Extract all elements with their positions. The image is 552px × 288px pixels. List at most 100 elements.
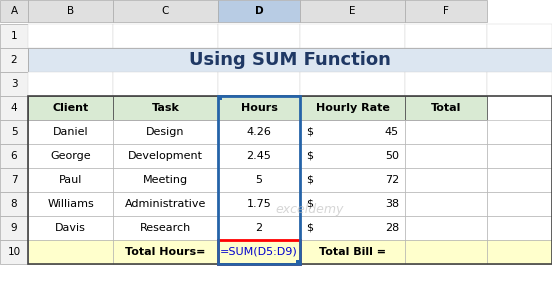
Text: 10: 10 [7,247,20,257]
Text: Design: Design [146,127,185,137]
Bar [0,192,28,216]
Bar [113,216,218,240]
Text: 7: 7 [10,175,17,185]
Text: 4: 4 [10,103,17,113]
Bar [218,96,222,100]
Bar [218,144,300,168]
Bar [0,96,28,120]
Bar [113,120,218,144]
Bar [405,0,487,22]
Bar [487,72,552,96]
Text: Using SUM Function: Using SUM Function [189,51,391,69]
Bar [28,24,113,48]
Bar [28,120,113,144]
Bar [405,96,487,120]
Text: $: $ [306,127,313,137]
Text: Research: Research [140,223,191,233]
Bar [0,144,28,168]
Bar [405,216,487,240]
Text: Administrative: Administrative [125,199,206,209]
Text: 9: 9 [10,223,17,233]
Bar [28,216,113,240]
Text: 1.75: 1.75 [247,199,272,209]
Bar [28,168,113,192]
Bar [487,240,552,264]
Bar [296,260,300,264]
Text: $: $ [306,199,313,209]
Text: A: A [10,6,18,16]
Bar [300,240,405,264]
Bar [300,216,405,240]
Text: 2.45: 2.45 [247,151,272,161]
Bar [0,216,28,240]
Text: George: George [50,151,91,161]
Text: C: C [162,6,169,16]
Text: 8: 8 [10,199,17,209]
Text: 4.26: 4.26 [247,127,272,137]
Text: 45: 45 [385,127,399,137]
Bar [300,192,405,216]
Bar [113,0,218,22]
Text: D: D [254,6,263,16]
Bar [113,168,218,192]
Bar [28,192,113,216]
Text: 2: 2 [10,55,17,65]
Bar [405,168,487,192]
Bar [218,96,300,264]
Text: Task: Task [152,103,179,113]
Text: Hours: Hours [241,103,278,113]
Text: 72: 72 [385,175,399,185]
Bar [113,144,218,168]
Bar [218,96,300,120]
Bar [218,192,300,216]
Text: 2: 2 [256,223,263,233]
Bar [487,192,552,216]
Bar [0,120,28,144]
Bar [0,168,28,192]
Bar [300,144,405,168]
Bar [28,96,113,120]
Text: 5: 5 [10,127,17,137]
Bar [487,168,552,192]
Text: Hourly Rate: Hourly Rate [316,103,390,113]
Bar [113,240,218,264]
Bar [405,72,487,96]
Text: $: $ [306,223,313,233]
Bar [0,24,28,48]
Bar [300,168,405,192]
Bar [28,0,113,22]
Bar [28,72,113,96]
Text: E: E [349,6,355,16]
Bar [0,240,28,264]
Bar [0,0,28,22]
Text: Development: Development [128,151,203,161]
Bar [218,168,300,192]
Text: Meeting: Meeting [143,175,188,185]
Text: =SUM(D5:D9): =SUM(D5:D9) [220,247,298,257]
Bar [300,24,405,48]
Bar [113,72,218,96]
Bar [487,120,552,144]
Bar [487,144,552,168]
Bar [0,48,28,72]
Text: 3: 3 [10,79,17,89]
Text: Williams: Williams [47,199,94,209]
Bar [405,144,487,168]
Text: 38: 38 [385,199,399,209]
Bar [487,216,552,240]
Text: Paul: Paul [59,175,82,185]
Text: B: B [67,6,74,16]
Bar [113,192,218,216]
Text: 1: 1 [10,31,17,41]
Text: Davis: Davis [55,223,86,233]
Bar [487,24,552,48]
Bar [300,0,405,22]
Bar [218,72,300,96]
Text: $: $ [306,175,313,185]
Bar [113,96,218,120]
Bar [218,240,300,264]
Text: 50: 50 [385,151,399,161]
Bar [113,24,218,48]
Bar [218,240,300,264]
Bar [218,24,300,48]
